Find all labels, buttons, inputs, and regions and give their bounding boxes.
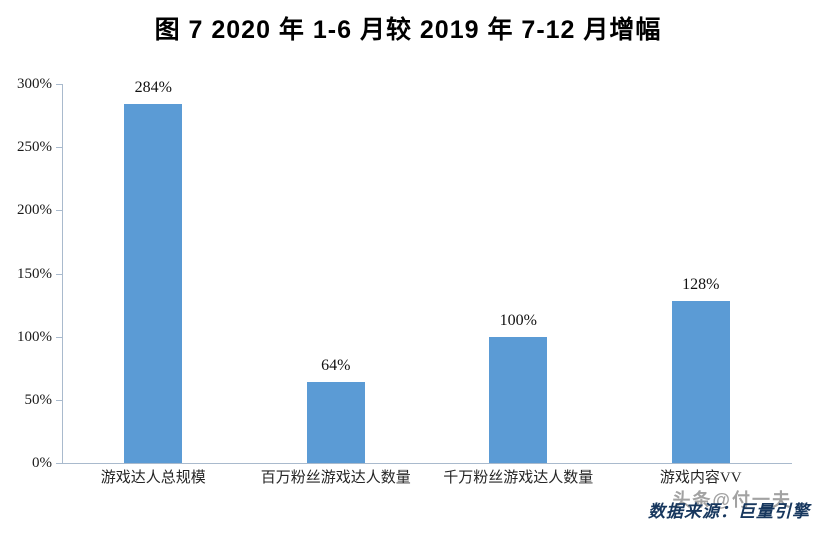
x-axis-category-label: 游戏内容VV <box>659 470 742 486</box>
y-axis-tick-label: 300% <box>17 76 52 92</box>
y-axis-tick-label: 200% <box>17 202 52 219</box>
x-axis-category-label: 游戏达人总规模 <box>100 470 206 486</box>
bar-value-label: 100% <box>499 311 537 329</box>
bar <box>306 382 365 463</box>
y-axis-tick <box>56 147 62 149</box>
y-axis-tick <box>56 210 62 212</box>
y-axis-tick-label: 0% <box>32 455 52 471</box>
y-axis-tick <box>56 84 62 85</box>
y-axis-tick <box>56 463 62 464</box>
y-axis-tick <box>56 336 62 338</box>
y-axis-tick-label: 50% <box>24 391 53 408</box>
y-axis-tick <box>56 273 62 275</box>
data-source-text: 数据来源：巨量引擎 <box>648 502 810 521</box>
bar-value-label: 284% <box>134 79 172 97</box>
y-axis-tick-label: 100% <box>17 328 52 345</box>
bar <box>124 104 183 463</box>
bar-value-label: 128% <box>682 276 720 294</box>
chart-title: 图 7 2020 年 1-6 月较 2019 年 7-12 月增幅 <box>154 16 662 44</box>
x-axis-line <box>62 463 792 464</box>
y-axis-line <box>62 84 63 464</box>
y-axis-tick-label: 250% <box>17 139 52 156</box>
bar <box>489 336 548 463</box>
x-axis-category-label: 千万粉丝游戏达人数量 <box>443 470 594 486</box>
bar <box>671 301 730 463</box>
y-axis-tick <box>56 399 62 401</box>
bar-value-label: 64% <box>321 357 351 375</box>
watermark-text: 头条@付一夫 <box>672 490 792 510</box>
y-axis-tick-label: 150% <box>17 265 52 282</box>
x-axis-category-label: 百万粉丝游戏达人数量 <box>260 470 411 486</box>
